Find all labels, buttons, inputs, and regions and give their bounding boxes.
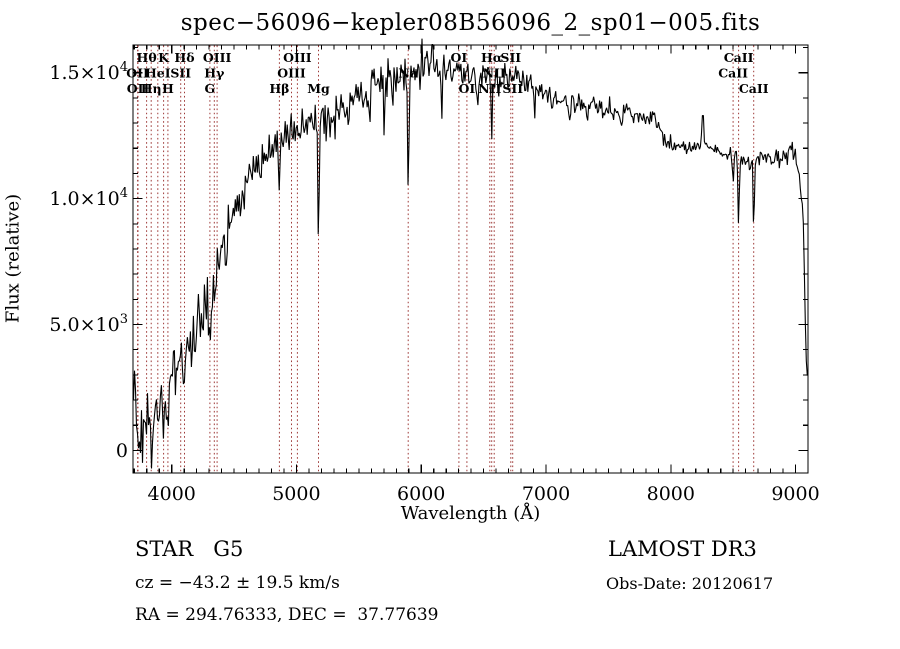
plot-frame (132, 44, 809, 474)
spectral-line-label: Na (398, 66, 418, 81)
spectral-line-label: H (162, 81, 174, 96)
spectral-line-label: CaII (739, 81, 769, 96)
spectral-line-label: Hγ (204, 66, 225, 81)
annotation-ra-dec: RA = 294.76333, DEC = 37.77639 (135, 605, 439, 625)
spectral-line-label: SII (500, 50, 521, 65)
spectral-line-label: Mg (307, 81, 330, 96)
y-tick-label: 1.0×104 (49, 186, 128, 210)
y-tick-label: 5.0×103 (49, 312, 128, 336)
x-tick-label: 4000 (148, 483, 196, 505)
spectral-line-label: NII (483, 66, 506, 81)
spectral-line-label: NII (478, 81, 501, 96)
x-tick-label: 5000 (272, 483, 320, 505)
spectral-line-label: HeI (145, 66, 171, 81)
spectral-line-label: CaII (718, 66, 748, 81)
annotation-cz: cz = −43.2 ± 19.5 km/s (135, 573, 340, 593)
spectral-line-label: OI (459, 81, 476, 96)
y-tick-label: 0 (116, 440, 128, 462)
spectral-line-label: G (205, 81, 216, 96)
spectral-line-label: OII (126, 66, 149, 81)
annotation-obs-date: Obs-Date: 20120617 (606, 574, 774, 593)
spectral-line-label: Hα (481, 50, 503, 65)
spectral-line-label: OIII (203, 50, 232, 65)
y-tick-label: 1.5×104 (49, 60, 128, 84)
spectrum-trace (132, 38, 808, 469)
spectral-line-label: SII (170, 66, 191, 81)
annotation-object-class: STAR G5 (135, 537, 244, 561)
x-tick-label: 8000 (647, 483, 695, 505)
spectral-line-label: OI (451, 50, 468, 65)
plot-title: spec−56096−kepler08B56096_2_sp01−005.fit… (180, 10, 761, 36)
x-tick-label: 9000 (771, 483, 819, 505)
spectral-line-label: K (158, 50, 170, 65)
annotation-survey: LAMOST DR3 (608, 537, 757, 561)
spectral-line-label: CaII (724, 50, 754, 65)
spectral-line-label: OIII (277, 66, 306, 81)
spectral-line-label: SII (502, 81, 523, 96)
x-tick-label: 6000 (397, 483, 445, 505)
spectral-line-label: OII (127, 81, 150, 96)
spectral-line-label: Hη (141, 81, 162, 96)
x-axis-title: Wavelength (Å) (400, 503, 541, 524)
x-tick-label: 7000 (522, 483, 570, 505)
spectral-line-label: OIII (283, 50, 312, 65)
spectral-line-label: Hδ (174, 50, 194, 65)
spectral-line-label: Hβ (269, 81, 289, 96)
spectral-line-label: Hθ (137, 50, 157, 65)
